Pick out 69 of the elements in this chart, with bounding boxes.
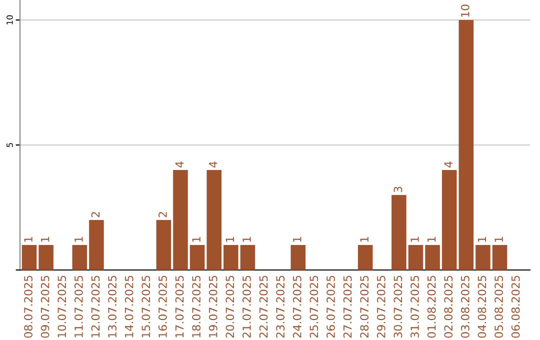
bar (22, 245, 37, 270)
x-tick-label: 30.07.2025 (394, 276, 402, 338)
data-label: 3 (394, 186, 402, 192)
bar (290, 245, 306, 270)
data-label: 1 (226, 236, 234, 242)
bar (89, 220, 104, 270)
x-tick-label: 10.07.2025 (58, 276, 66, 338)
bar (223, 245, 238, 270)
bar (173, 170, 188, 270)
x-tick-label: 15.07.2025 (142, 276, 150, 338)
x-tick-label: 17.07.2025 (175, 276, 184, 338)
x-tick-label: 06.08.2025 (511, 276, 520, 338)
data-label: 4 (444, 162, 452, 168)
data-label: 4 (175, 162, 184, 168)
bar (408, 245, 424, 270)
x-tick-label: 21.07.2025 (242, 276, 251, 338)
x-tick-label: 03.08.2025 (460, 276, 470, 338)
x-tick-label: 24.07.2025 (292, 276, 302, 338)
data-label: 2 (91, 212, 100, 218)
x-tick-label: 22.07.2025 (259, 276, 268, 338)
data-label: 1 (242, 236, 251, 242)
x-tick-label: 28.07.2025 (360, 276, 369, 338)
x-tick-label: 27.07.2025 (343, 276, 352, 338)
x-tick-label: 09.07.2025 (40, 276, 50, 338)
x-tick-label: 19.07.2025 (208, 276, 218, 338)
data-label: 4 (209, 162, 218, 168)
bar (492, 245, 508, 270)
data-label: 1 (360, 236, 368, 242)
data-label: 1 (410, 236, 419, 242)
bar (476, 245, 490, 270)
data-label: 2 (158, 212, 167, 218)
x-tick-label: 25.07.2025 (310, 276, 318, 338)
x-tick-label: 05.08.2025 (494, 276, 503, 338)
x-tick-label: 08.07.2025 (24, 276, 32, 338)
bar (38, 245, 54, 270)
bar (156, 220, 172, 270)
bar (358, 245, 373, 270)
data-label: 1 (74, 236, 83, 242)
data-label: 1 (428, 236, 436, 242)
x-tick-label: 20.07.2025 (226, 276, 234, 338)
bar (442, 170, 457, 270)
bar (458, 20, 474, 270)
x-tick-label: 04.08.2025 (478, 276, 486, 338)
bar (240, 245, 256, 270)
x-tick-label: 01.08.2025 (427, 276, 436, 338)
x-tick-label: 14.07.2025 (124, 276, 134, 338)
data-label: 1 (192, 236, 200, 242)
bar (425, 245, 440, 270)
bar (206, 170, 222, 270)
bar (190, 245, 205, 270)
data-label: 1 (24, 236, 32, 242)
x-tick-label: 02.08.2025 (444, 276, 453, 338)
x-tick-label: 18.07.2025 (192, 276, 201, 338)
x-tick-label: 23.07.2025 (276, 276, 285, 338)
x-tick-label: 13.07.2025 (108, 276, 116, 338)
bar (72, 245, 88, 270)
y-tick-label: 5 (6, 143, 13, 148)
data-label: 1 (41, 236, 50, 242)
x-tick-label: 31.07.2025 (410, 276, 419, 338)
x-tick-label: 16.07.2025 (158, 276, 167, 338)
data-label: 10 (460, 4, 470, 17)
bar (392, 195, 406, 270)
data-label: 1 (293, 236, 302, 242)
x-tick-label: 29.07.2025 (376, 276, 386, 338)
x-tick-label: 12.07.2025 (91, 276, 100, 338)
x-tick-label: 11.07.2025 (74, 276, 83, 338)
x-tick-label: 26.07.2025 (326, 276, 335, 338)
data-label: 1 (478, 236, 486, 242)
data-label: 1 (494, 236, 503, 242)
